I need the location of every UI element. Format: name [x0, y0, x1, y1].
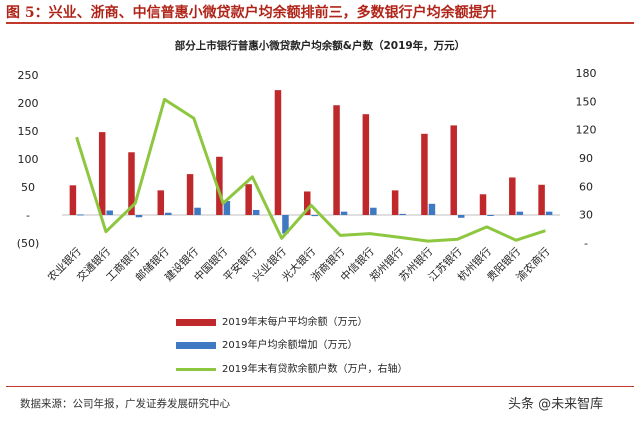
y-right-tick-label: 90: [579, 152, 593, 165]
bar-balance-increase: [487, 215, 494, 216]
legend-swatch-balance-increase: [176, 341, 216, 349]
bar-avg-balance: [245, 184, 252, 215]
bar-avg-balance: [362, 114, 370, 215]
legend-label-borrower-count: 2019年末有贷款余额户数（万户，右轴）: [222, 364, 408, 375]
legend-swatch-avg-balance: [176, 318, 216, 326]
y-right-tick-label: 30: [579, 209, 593, 222]
bar-avg-balance: [186, 174, 194, 215]
y-left-tick-label: 200: [18, 97, 39, 110]
y-left-tick-label: (50): [17, 237, 40, 250]
bar-avg-balance: [216, 156, 223, 215]
bar-avg-balance: [69, 185, 77, 215]
bar-balance-increase: [428, 203, 436, 215]
bar-balance-increase: [457, 215, 465, 218]
figure-title: 图 5：兴业、浙商、中信普惠小微贷款户均余额排前三，多数银行户均余额提升: [6, 5, 497, 21]
chart-title: 部分上市银行普惠小微贷款户均余额&户数（2019年，万元）: [174, 40, 466, 52]
bar-avg-balance: [421, 133, 428, 215]
bar-avg-balance: [304, 191, 311, 215]
legend-item-borrower-count: 2019年末有贷款余额户数（万户，右轴）: [176, 360, 407, 375]
y-right-tick-label: 180: [576, 67, 597, 80]
legend-label-balance-increase: 2019年户均余额增加（万元）: [222, 340, 358, 351]
bar-avg-balance: [157, 190, 165, 215]
bar-balance-increase: [135, 215, 143, 218]
y-right-tick-label: 120: [576, 124, 597, 137]
bar-balance-increase: [106, 210, 113, 215]
y-left-tick-label: 100: [18, 153, 39, 166]
y-right-tick-label: -: [584, 237, 588, 250]
y-right-tick-label: 150: [576, 95, 597, 108]
footer-divider: [6, 386, 634, 387]
bar-balance-increase: [223, 201, 231, 215]
bar-balance-increase: [311, 215, 318, 217]
y-right-tick-label: 60: [579, 180, 593, 193]
bar-balance-increase: [370, 207, 377, 215]
bar-avg-balance: [479, 194, 487, 215]
bar-balance-increase: [399, 213, 406, 215]
legend-item-balance-increase: 2019年户均余额增加（万元）: [176, 336, 357, 351]
y-left-tick-label: 50: [21, 181, 35, 194]
bar-balance-increase: [252, 209, 260, 215]
bar-avg-balance: [450, 125, 457, 215]
bar-avg-balance: [509, 177, 516, 215]
bar-avg-balance: [128, 152, 135, 215]
bar-balance-increase: [77, 214, 84, 216]
bar-balance-increase: [545, 211, 553, 215]
bar-balance-increase: [340, 211, 348, 215]
bar-balance-increase: [282, 215, 289, 234]
y-left-tick-label: -: [26, 209, 30, 222]
bar-avg-balance: [98, 132, 106, 215]
y-left-tick-label: 250: [18, 69, 39, 82]
bar-avg-balance: [391, 190, 399, 215]
bar-balance-increase: [165, 212, 172, 215]
y-left-tick-label: 150: [18, 125, 39, 138]
line-borrower-count: [75, 97, 546, 243]
bar-balance-increase: [516, 211, 524, 215]
bar-avg-balance: [274, 90, 282, 215]
title-divider: [6, 22, 634, 24]
legend-label-avg-balance: 2019年末每户平均余额（万元）: [222, 317, 368, 328]
source-note: 数据来源：公司年报，广发证券发展研究中心: [20, 398, 230, 410]
watermark: 头条 @未来智库: [508, 397, 604, 412]
legend-item-avg-balance: 2019年末每户平均余额（万元）: [176, 313, 367, 328]
bar-avg-balance: [333, 105, 340, 215]
legend-swatch-borrower-count: [176, 367, 216, 371]
bar-balance-increase: [194, 207, 201, 215]
bar-avg-balance: [538, 184, 545, 215]
